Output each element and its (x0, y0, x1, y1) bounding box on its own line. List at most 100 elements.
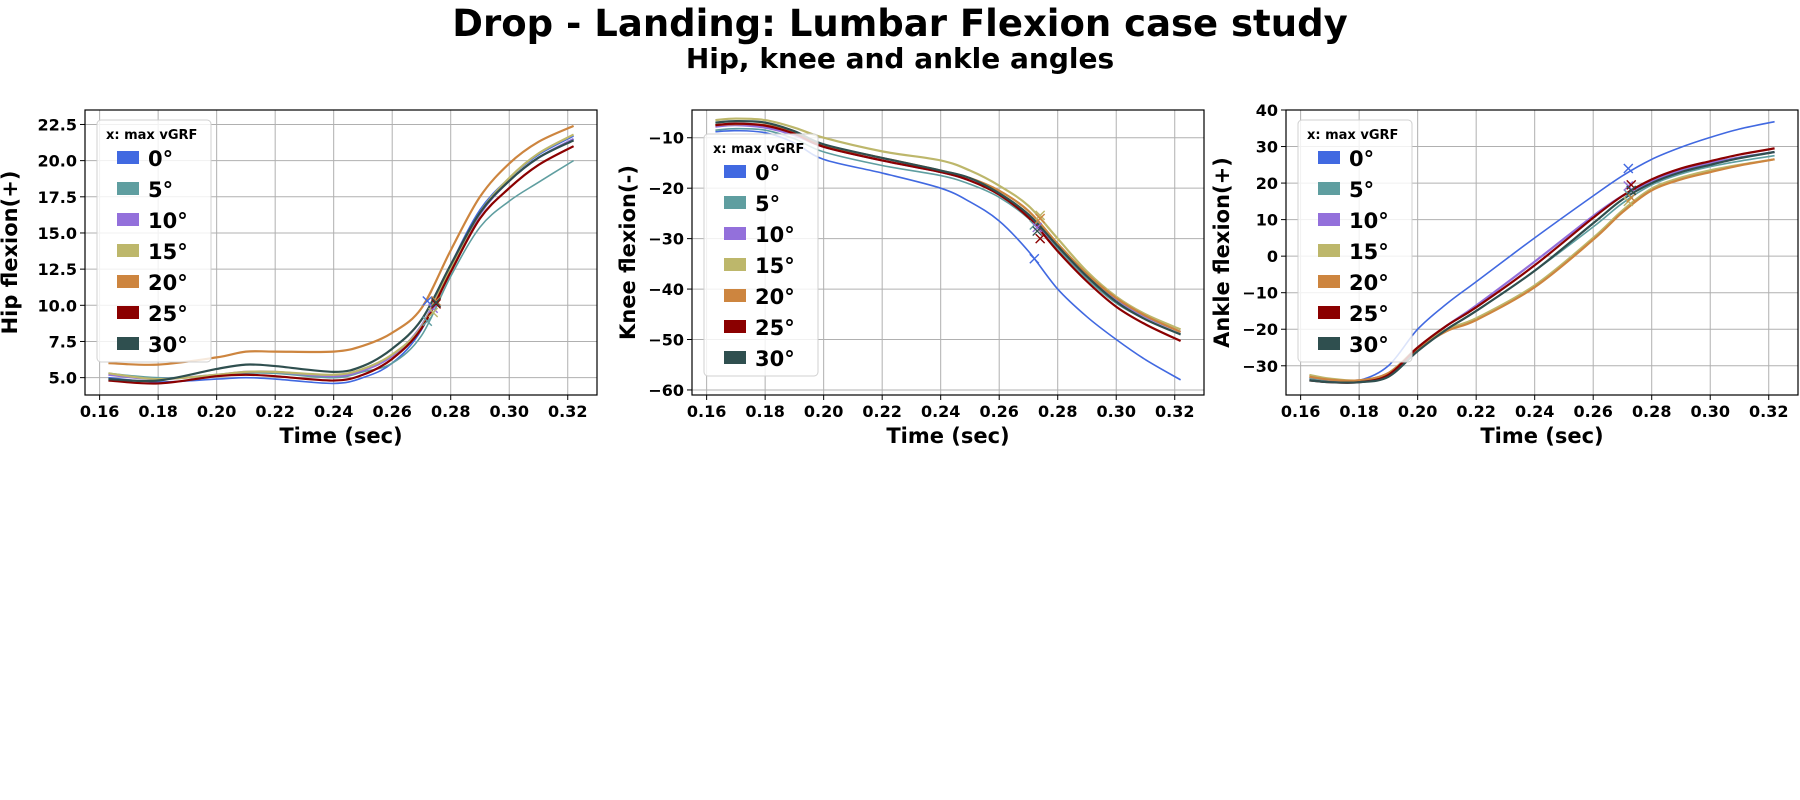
ankle-axes-frame (1285, 109, 1799, 396)
ankle-legend-label: 10° (1349, 209, 1389, 233)
knee-legend-label: 10° (755, 223, 795, 247)
ankle-legend-label: 5° (1349, 178, 1374, 202)
figure-title: Drop - Landing: Lumbar Flexion case stud… (452, 2, 1348, 45)
knee-xtick-label: 0.32 (1155, 402, 1194, 421)
hip-marker-15° (428, 307, 439, 318)
ankle-series-30° (1309, 150, 1775, 384)
knee-legend-box (703, 133, 819, 377)
ankle-ylabel: Ankle flexion(+) (1210, 157, 1234, 348)
hip-series-30° (108, 139, 575, 383)
ankle-series-0° (1309, 120, 1775, 383)
hip-legend-swatch (117, 244, 139, 257)
hip-ytick-label: 12.5 (38, 260, 77, 279)
knee-legend-swatch (724, 227, 746, 240)
knee-ytick-label: −10 (648, 129, 684, 148)
knee-marker-25° (1035, 233, 1046, 244)
knee-xlabel: Time (sec) (886, 424, 1009, 448)
hip-ytick-label: 5.0 (49, 369, 77, 388)
knee-series-15° (715, 117, 1182, 331)
knee-ytick-label: −60 (648, 381, 684, 400)
knee-xtick-label: 0.22 (862, 402, 901, 421)
hip-legend-label: 20° (148, 271, 188, 295)
knee-ytick-label: −50 (648, 331, 684, 350)
hip-ytick-label: 7.5 (49, 332, 77, 351)
ankle-legend-label: 20° (1349, 271, 1389, 295)
ankle-marker-30° (1626, 185, 1637, 196)
knee-marker-10° (1032, 222, 1043, 233)
hip-series-25° (108, 145, 575, 385)
ankle-xtick-label: 0.30 (1690, 402, 1729, 421)
ankle-marker-0° (1623, 163, 1634, 174)
knee-xtick-label: 0.28 (1038, 402, 1077, 421)
ankle-legend-swatch (1318, 213, 1340, 226)
hip-xtick-label: 0.16 (80, 402, 119, 421)
ankle-legend-swatch (1318, 182, 1340, 195)
ankle-ytick-label: 20 (1256, 174, 1278, 193)
hip-xlabel: Time (sec) (279, 424, 402, 448)
hip-ytick-label: 20.0 (38, 152, 77, 171)
hip-xtick-label: 0.22 (255, 402, 294, 421)
ankle-ytick-label: 0 (1267, 247, 1278, 266)
knee-marker-30° (1032, 226, 1043, 237)
ankle-ytick-label: −30 (1242, 357, 1278, 376)
hip-series-20° (108, 124, 575, 366)
hip-ylabel: Hip flexion(+) (0, 171, 22, 335)
hip-legend-label: 25° (148, 302, 188, 326)
hip-legend-label: 30° (148, 333, 188, 357)
hip-marker-10° (428, 303, 439, 314)
hip-ytick-label: 17.5 (38, 188, 77, 207)
ankle-xtick-label: 0.28 (1632, 402, 1671, 421)
knee-xtick-label: 0.26 (979, 402, 1018, 421)
ankle-marker-20° (1626, 192, 1637, 203)
hip-ytick-label: 22.5 (38, 115, 77, 134)
ankle-ytick-label: 40 (1256, 101, 1278, 120)
ankle-legend-swatch (1318, 244, 1340, 257)
knee-ylabel: Knee flexion(-) (616, 165, 640, 340)
hip-chart: 0.16 0.18 0.20 0.22 0.24 0.26 0.28 0.30 0.32 5.0 7… (0, 109, 598, 448)
hip-legend-label: 15° (148, 240, 188, 264)
knee-legend-swatch (724, 351, 746, 364)
hip-xtick-label: 0.18 (138, 402, 177, 421)
ankle-xtick-label: 0.20 (1398, 402, 1437, 421)
knee-legend-label: 15° (755, 254, 795, 278)
knee-legend-swatch (724, 320, 746, 333)
ankle-legend-label: 0° (1349, 147, 1374, 171)
hip-legend-swatch (117, 151, 139, 164)
hip-xtick-label: 0.30 (489, 402, 528, 421)
knee-marker-20° (1035, 213, 1046, 224)
hip-series-group (108, 124, 575, 385)
ankle-chart: 0.16 0.18 0.20 0.22 0.24 0.26 0.28 0.30 0.32 −30 −… (1210, 101, 1799, 448)
knee-ytick-label: −20 (648, 179, 684, 198)
hip-legend-label: 0° (148, 147, 173, 171)
hip-legend: x: max vGRF 0° 5° 10° 15° 20° 25° 30° (96, 119, 212, 363)
hip-marker-20° (431, 295, 442, 306)
ankle-legend-swatch (1318, 337, 1340, 350)
knee-series-30° (715, 119, 1182, 336)
ankle-legend-label: 15° (1349, 240, 1389, 264)
knee-legend-swatch (724, 289, 746, 302)
knee-xtick-label: 0.20 (804, 402, 843, 421)
hip-ytick-label: 15.0 (38, 224, 77, 243)
figure-subtitle: Hip, knee and ankle angles (685, 42, 1115, 75)
hip-xtick-label: 0.32 (548, 402, 587, 421)
ankle-ytick-label: −20 (1242, 320, 1278, 339)
ankle-marker-10° (1623, 181, 1634, 191)
hip-xtick-label: 0.24 (314, 402, 353, 421)
ankle-series-20° (1309, 158, 1775, 382)
knee-xtick-label: 0.16 (687, 402, 726, 421)
ankle-xtick-label: 0.24 (1515, 402, 1554, 421)
knee-chart: 0.16 0.18 0.20 0.22 0.24 0.26 0.28 0.30 0.32 −60 −… (616, 109, 1205, 448)
ankle-xlabel: Time (sec) (1480, 424, 1603, 448)
hip-legend-title: x: max vGRF (106, 128, 197, 143)
hip-legend-box (96, 119, 212, 363)
hip-legend-swatch (117, 275, 139, 288)
ankle-xtick-label: 0.18 (1339, 402, 1378, 421)
ankle-legend-label: 30° (1349, 333, 1389, 357)
knee-legend-swatch (724, 165, 746, 178)
knee-ytick-label: −30 (648, 230, 684, 249)
knee-legend-label: 5° (755, 192, 780, 216)
knee-legend-label: 30° (755, 347, 795, 371)
knee-legend-label: 0° (755, 161, 780, 185)
knee-xtick-label: 0.30 (1096, 402, 1135, 421)
